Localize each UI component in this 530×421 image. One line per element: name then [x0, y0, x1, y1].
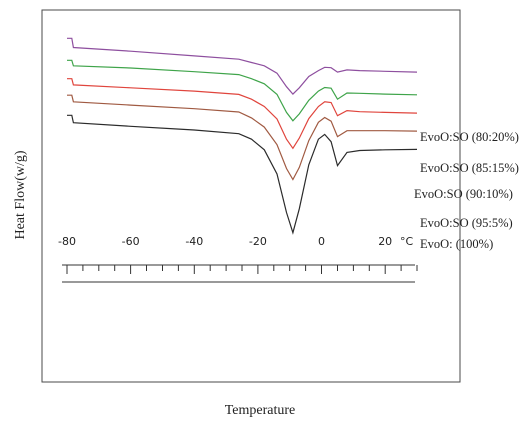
x-tick-label: -20 [249, 235, 267, 248]
x-tick-label: -40 [185, 235, 203, 248]
x-tick-label: 0 [318, 235, 325, 248]
legend-label-evoo-so-95-5: EvoO:SO (95:5%) [420, 216, 513, 230]
plot-frame [41, 9, 461, 383]
curves-layer [67, 37, 418, 235]
series-line-evoo-so-85-15 [67, 59, 418, 122]
legend-label-evoo-100: EvoO: (100%) [420, 237, 493, 251]
x-axis-title: Temperature [225, 403, 296, 418]
series-line-evoo-so-80-20 [67, 37, 418, 95]
x-unit-label: °C [400, 235, 414, 248]
legend-label-evoo-so-90-10: EvoO:SO (90:10%) [414, 187, 513, 201]
series-line-evoo-so-90-10 [67, 78, 418, 150]
series-line-evoo-100 [67, 114, 418, 235]
x-tick-label: -60 [122, 235, 140, 248]
x-tick-label: -80 [58, 235, 76, 248]
series-line-evoo-so-95-5 [67, 94, 418, 181]
legend-label-evoo-so-85-15: EvoO:SO (85:15%) [420, 161, 519, 175]
legend-label-evoo-so-80-20: EvoO:SO (80:20%) [420, 130, 519, 144]
y-axis-title: Heat Flow(w/g) [13, 150, 28, 239]
legend-layer: EvoO:SO (80:20%) EvoO:SO (85:15%) EvoO:SO … [414, 130, 519, 251]
x-ticks-layer: -80 -60 -40 -20 0 20 [58, 235, 418, 274]
x-tick-label: 20 [378, 235, 392, 248]
